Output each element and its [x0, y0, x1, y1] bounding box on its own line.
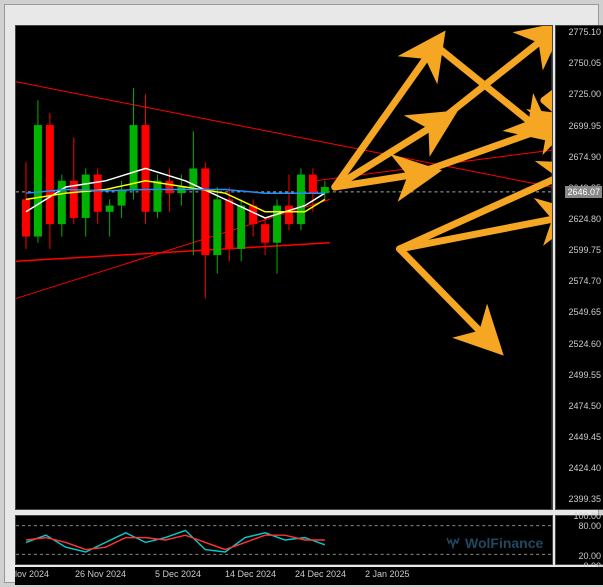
y-tick: 2699.95	[568, 121, 601, 131]
x-tick: lov 2024	[15, 569, 49, 579]
y-tick: 2449.45	[568, 432, 601, 442]
chart-svg	[16, 26, 552, 509]
y-tick: 2499.55	[568, 370, 601, 380]
y-tick: 2574.70	[568, 276, 601, 286]
chart-window: 2775.102750.052725.002699.952674.902649.…	[0, 0, 603, 587]
watermark: WolFinance	[445, 535, 543, 551]
x-tick: 24 Dec 2024	[295, 569, 346, 579]
wolf-icon	[445, 535, 461, 551]
y-tick: 2750.05	[568, 58, 601, 68]
y-tick: 2599.75	[568, 245, 601, 255]
x-tick: 2 Jan 2025	[365, 569, 410, 579]
y-tick: 2549.65	[568, 307, 601, 317]
current-price-label: 2646.07	[565, 186, 602, 198]
x-tick: 5 Dec 2024	[155, 569, 201, 579]
x-axis: lov 2024 26 Nov 2024 5 Dec 2024 14 Dec 2024…	[15, 567, 603, 585]
x-tick: 26 Nov 2024	[75, 569, 126, 579]
y-tick: 2399.35	[568, 494, 601, 504]
x-tick: 14 Dec 2024	[225, 569, 276, 579]
y-axis: 2775.102750.052725.002699.952674.902649.…	[555, 25, 603, 510]
y-tick: 2524.60	[568, 339, 601, 349]
osc-y-tick: 80.00	[578, 521, 601, 531]
chart-frame: 2775.102750.052725.002699.952674.902649.…	[4, 4, 599, 583]
y-tick: 2775.10	[568, 27, 601, 37]
y-tick: 2624.80	[568, 214, 601, 224]
y-tick: 2424.40	[568, 463, 601, 473]
y-tick: 2725.00	[568, 89, 601, 99]
osc-y-tick: 20.00	[578, 551, 601, 561]
osc-y-tick: 100.00	[573, 511, 601, 521]
y-tick: 2674.90	[568, 152, 601, 162]
watermark-text: WolFinance	[465, 535, 543, 551]
price-chart[interactable]	[15, 25, 553, 510]
y-tick: 2474.50	[568, 401, 601, 411]
oscillator-y-axis: 100.0080.0020.000.00	[555, 515, 603, 565]
